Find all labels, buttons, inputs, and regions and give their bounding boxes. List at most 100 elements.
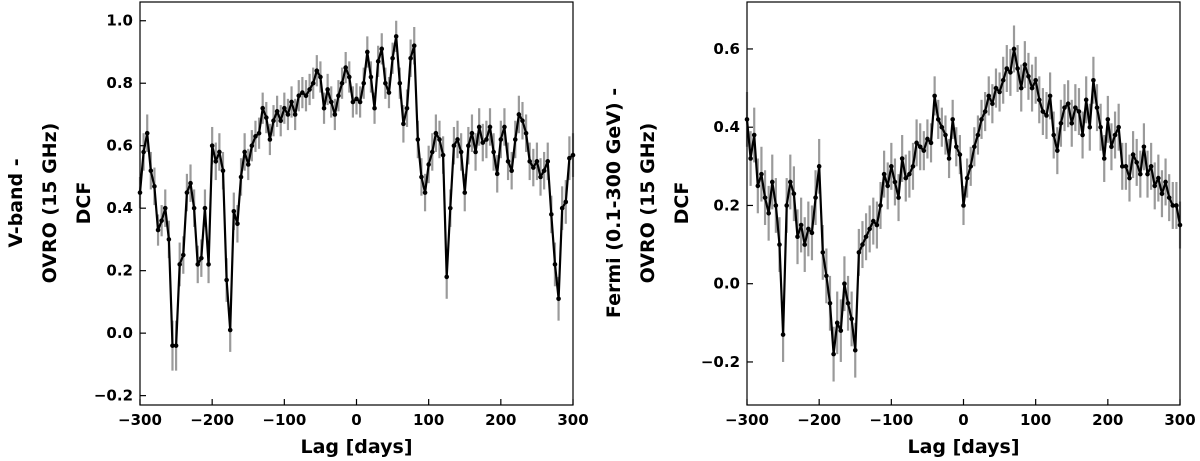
data-point	[1008, 70, 1013, 75]
data-point	[806, 226, 811, 232]
y-tick-label: 0.4	[106, 199, 133, 217]
data-point	[1000, 77, 1006, 83]
data-point	[383, 80, 388, 86]
data-point	[935, 117, 941, 122]
data-point	[325, 87, 330, 92]
data-point	[874, 222, 880, 228]
data-point	[881, 171, 887, 177]
data-point	[896, 195, 901, 200]
data-point	[961, 203, 966, 208]
data-point	[946, 156, 952, 161]
data-point	[824, 273, 829, 279]
data-point	[242, 149, 247, 155]
data-point	[480, 140, 486, 145]
x-tick-label: −300	[118, 411, 162, 429]
data-point	[498, 137, 504, 142]
data-point	[411, 43, 417, 49]
data-point	[867, 226, 872, 232]
data-point	[170, 343, 175, 348]
data-point	[791, 191, 797, 197]
x-tick-label: 300	[1164, 411, 1195, 429]
data-point	[964, 175, 970, 181]
data-point	[502, 124, 507, 130]
data-point	[852, 347, 858, 353]
data-point	[271, 118, 276, 124]
data-point	[343, 65, 348, 70]
dcf-line	[745, 47, 1182, 356]
data-point	[444, 274, 450, 280]
data-point	[559, 205, 565, 211]
x-tick-label: −100	[262, 411, 306, 429]
data-point	[541, 168, 547, 173]
data-point	[354, 96, 359, 102]
data-point	[831, 351, 836, 357]
data-point	[213, 159, 219, 164]
data-point	[979, 117, 984, 122]
data-point	[433, 130, 439, 136]
data-point	[285, 112, 291, 117]
data-point	[422, 190, 428, 195]
y-tick-label: 0.2	[106, 262, 133, 280]
x-axis-label: Lag [days]	[300, 436, 412, 458]
data-point	[523, 130, 529, 136]
data-point	[346, 74, 352, 80]
data-point	[953, 144, 959, 150]
data-point	[386, 90, 392, 95]
data-point	[534, 159, 540, 164]
data-point	[357, 99, 363, 105]
data-point	[296, 93, 302, 99]
y-axis-label-line: DCF	[73, 182, 95, 225]
data-point	[162, 205, 168, 211]
data-point	[1044, 113, 1049, 118]
data-point	[426, 162, 431, 167]
data-point	[419, 174, 424, 180]
data-point	[751, 132, 757, 138]
data-point	[1112, 132, 1118, 138]
data-point	[484, 137, 489, 142]
data-point	[1094, 105, 1100, 110]
left-panel: −300 −200 −100 0 100 200 300 −0.2 0.0 0.2 0.4 0.6 0.…	[5, 1, 589, 458]
data-point	[368, 74, 374, 80]
data-point	[1109, 144, 1114, 150]
data-point	[321, 105, 327, 111]
data-point	[455, 137, 460, 142]
data-point	[563, 199, 569, 205]
data-point	[339, 80, 345, 86]
y-tick-label: 0.6	[713, 40, 740, 58]
data-point	[816, 164, 822, 169]
data-point	[173, 343, 179, 348]
data-point	[1018, 85, 1024, 91]
data-point	[227, 327, 233, 333]
data-point	[512, 137, 518, 142]
data-point	[910, 164, 916, 169]
data-point	[274, 109, 280, 114]
x-tick-label: 200	[485, 411, 516, 429]
x-tick-label: 0	[958, 411, 968, 429]
data-point	[458, 149, 464, 155]
left-chart: −300 −200 −100 0 100 200 300 −0.2 0.0 0.2 0.4 0.6 0.…	[5, 1, 589, 458]
data-point	[1011, 46, 1017, 52]
data-point	[332, 112, 338, 117]
data-point	[448, 205, 453, 211]
data-point	[552, 262, 558, 267]
data-point	[289, 99, 294, 105]
x-tick-label: −100	[869, 411, 913, 429]
y-tick-label: 0.0	[106, 324, 133, 342]
data-point	[1055, 148, 1060, 153]
data-point	[755, 183, 761, 189]
data-point	[1159, 191, 1165, 197]
data-point	[231, 209, 237, 214]
data-point	[1148, 164, 1154, 169]
data-point	[914, 140, 919, 146]
data-point	[820, 250, 826, 255]
data-point	[1051, 132, 1057, 138]
y-tick-label: 0.0	[713, 275, 740, 293]
y-axis-label-line: DCF	[671, 182, 693, 225]
data-point	[415, 137, 421, 142]
data-point	[1022, 62, 1028, 67]
data-point	[487, 124, 493, 130]
data-point	[220, 168, 226, 173]
data-point	[1101, 156, 1107, 161]
data-point	[397, 80, 403, 86]
data-point	[263, 115, 269, 120]
